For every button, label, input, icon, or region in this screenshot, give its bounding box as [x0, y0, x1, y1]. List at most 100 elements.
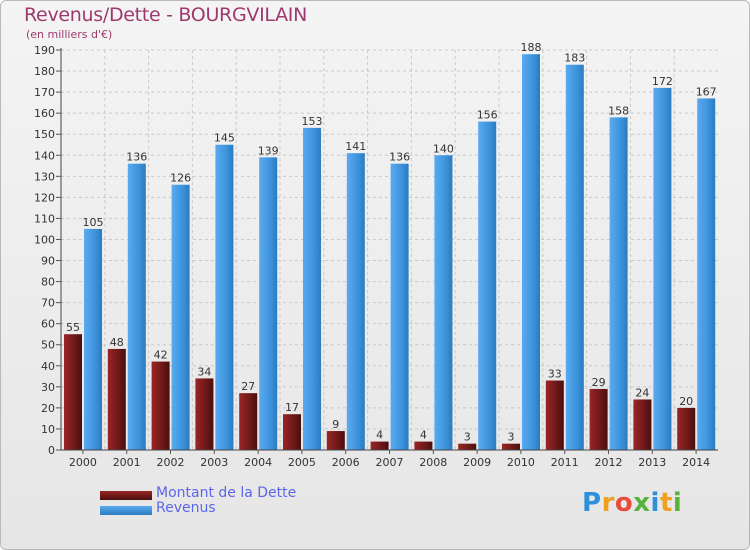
legend-swatch-debt — [100, 491, 152, 500]
x-tick-label: 2001 — [113, 456, 141, 469]
y-tick-label: 40 — [41, 360, 55, 373]
bar-debt-2004 — [239, 393, 258, 450]
x-tick-label: 2011 — [551, 456, 579, 469]
logo-letter: P — [582, 488, 602, 518]
y-tick-label: 170 — [34, 86, 55, 99]
data-label-revenue: 136 — [126, 151, 147, 164]
y-tick-label: 90 — [41, 255, 55, 268]
x-tick-label: 2010 — [507, 456, 535, 469]
data-label-debt: 34 — [197, 365, 211, 378]
y-tick-label: 80 — [41, 276, 55, 289]
data-label-debt: 29 — [592, 376, 606, 389]
data-label-revenue: 183 — [564, 52, 585, 65]
legend-swatch-revenue — [100, 506, 152, 515]
data-label-revenue: 139 — [258, 144, 279, 157]
logo-letter: r — [601, 488, 615, 518]
x-tick-label: 2013 — [638, 456, 666, 469]
x-tick-label: 2008 — [419, 456, 447, 469]
data-label-revenue: 172 — [652, 75, 673, 88]
data-label-debt: 3 — [508, 431, 515, 444]
data-label-revenue: 141 — [345, 140, 366, 153]
data-label-revenue: 153 — [302, 115, 323, 128]
data-label-revenue: 126 — [170, 172, 191, 185]
x-tick-label: 2006 — [332, 456, 360, 469]
x-tick-label: 2000 — [69, 456, 97, 469]
x-tick-label: 2003 — [200, 456, 228, 469]
x-tick-label: 2004 — [244, 456, 272, 469]
y-tick-label: 130 — [34, 170, 55, 183]
bar-revenue-2009 — [478, 121, 497, 450]
bar-debt-2002 — [151, 361, 170, 450]
data-label-debt: 20 — [679, 395, 693, 408]
y-tick-label: 20 — [41, 402, 55, 415]
data-label-debt: 33 — [548, 368, 562, 381]
bar-revenue-2012 — [609, 117, 628, 451]
y-tick-label: 120 — [34, 191, 55, 204]
bar-debt-2007 — [370, 441, 389, 450]
bar-revenue-2008 — [434, 155, 453, 450]
logo-letter: i — [672, 488, 683, 518]
logo-letter: t — [659, 488, 673, 518]
bar-debt-2001 — [107, 348, 126, 450]
y-tick-label: 140 — [34, 149, 55, 162]
data-label-debt: 3 — [464, 431, 471, 444]
data-label-revenue: 105 — [83, 216, 104, 229]
y-tick-label: 50 — [41, 339, 55, 352]
bar-debt-2000 — [64, 334, 82, 450]
y-tick-label: 10 — [41, 423, 55, 436]
bar-debt-2011 — [545, 380, 564, 450]
bar-debt-2010 — [502, 443, 520, 450]
y-tick-label: 110 — [34, 212, 55, 225]
data-label-debt: 4 — [420, 429, 427, 442]
bar-revenue-2001 — [127, 163, 146, 450]
x-tick-label: 2012 — [595, 456, 623, 469]
y-axis: 0 10 20 30 40 50 60 70 80 90 100 110 120 130 140 150 160… — [34, 44, 62, 457]
grid-lines — [61, 49, 718, 451]
data-label-revenue: 156 — [477, 109, 498, 122]
data-labels: 55 105 48 136 42 126 34 145 27 139 17 153 9 141 4 136 4 1… — [66, 41, 717, 443]
x-tick-label: 2014 — [682, 456, 710, 469]
bar-revenue-2002 — [171, 184, 190, 450]
data-label-debt: 48 — [110, 336, 124, 349]
bar-revenue-2006 — [346, 153, 365, 450]
bar-revenue-2004 — [259, 157, 278, 451]
data-label-debt: 17 — [285, 401, 299, 414]
logo-letter: x — [633, 488, 651, 518]
bar-debt-2006 — [326, 431, 345, 450]
bar-revenue-2000 — [84, 228, 102, 450]
y-tick-label: 190 — [34, 44, 55, 57]
data-label-revenue: 136 — [389, 151, 410, 164]
x-tick-label: 2002 — [157, 456, 185, 469]
data-label-revenue: 145 — [214, 132, 235, 145]
data-label-debt: 4 — [376, 429, 383, 442]
data-label-revenue: 158 — [608, 104, 629, 117]
x-tick-label: 2007 — [376, 456, 404, 469]
x-tick-label: 2005 — [288, 456, 316, 469]
bar-revenue-2014 — [697, 98, 716, 450]
data-label-debt: 9 — [332, 418, 339, 431]
proxiti-logo: Proxiti — [582, 488, 682, 518]
y-tick-label: 160 — [34, 107, 55, 120]
legend-label-debt: Montant de la Dette — [156, 485, 297, 501]
chart-subtitle: (en milliers d'€) — [26, 28, 113, 41]
bar-debt-2014 — [677, 407, 696, 450]
bar-revenue-2010 — [522, 54, 540, 451]
data-label-debt: 42 — [154, 349, 168, 362]
bar-revenue-2011 — [565, 64, 584, 450]
bar-debt-2012 — [589, 388, 608, 450]
y-tick-label: 150 — [34, 128, 55, 141]
bars — [64, 54, 716, 451]
chart-title: Revenus/Dette - BOURGVILAIN — [24, 4, 308, 26]
y-tick-label: 30 — [41, 381, 55, 394]
y-tick-label: 0 — [48, 444, 55, 457]
bar-debt-2005 — [283, 414, 301, 450]
y-tick-label: 60 — [41, 318, 55, 331]
bar-revenue-2003 — [215, 144, 234, 450]
bar-revenue-2013 — [653, 87, 672, 450]
bar-debt-2009 — [458, 443, 477, 450]
bar-revenue-2005 — [303, 127, 321, 450]
data-label-debt: 55 — [66, 321, 80, 334]
data-label-revenue: 167 — [696, 85, 717, 98]
bar-debt-2003 — [195, 378, 214, 450]
